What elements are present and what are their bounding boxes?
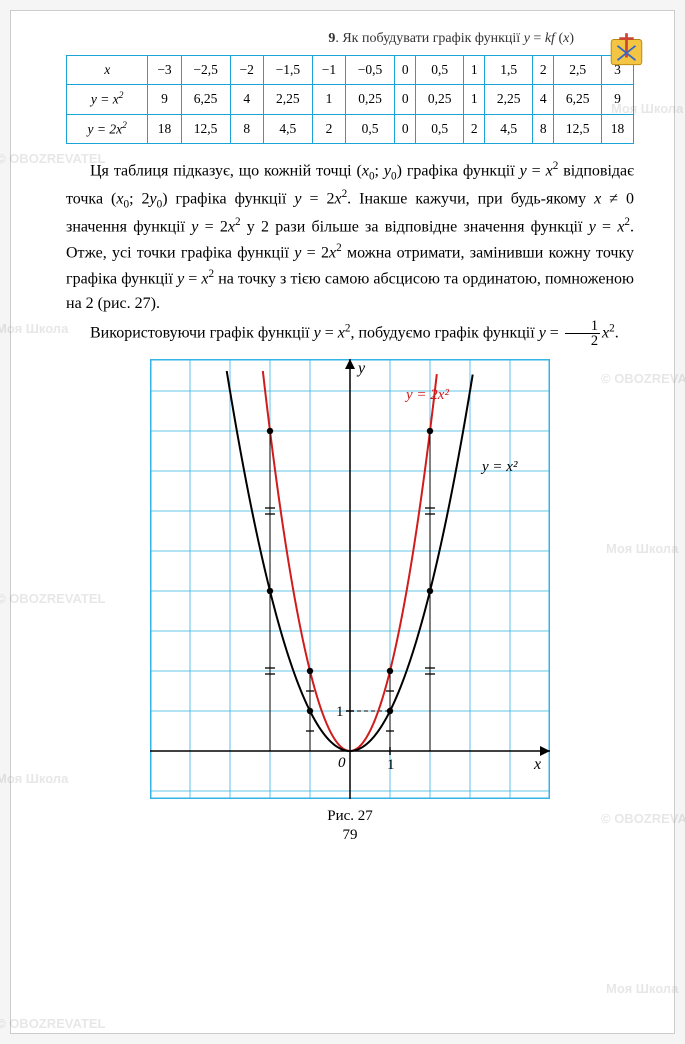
table-cell: 4,5 xyxy=(263,114,312,144)
table-cell: 1,5 xyxy=(485,56,533,85)
table-cell: 12,5 xyxy=(554,114,602,144)
textbook-page: 9. Як побудувати графік функції y = kf (… xyxy=(10,10,675,1034)
svg-text:0: 0 xyxy=(338,755,346,771)
table-cell: −0,5 xyxy=(346,56,395,85)
paragraph-1: Ця таблиця підказує, що кожній точці (x0… xyxy=(66,158,634,317)
page-number: 79 xyxy=(66,827,634,844)
watermark: Моя Школа xyxy=(606,981,678,996)
table-cell: 2 xyxy=(312,114,345,144)
table-cell: 18 xyxy=(148,114,181,144)
table-cell: 1 xyxy=(464,56,485,85)
table-cell: 0,5 xyxy=(416,56,464,85)
table-cell: 2,25 xyxy=(485,85,533,115)
watermark: Моя Школа xyxy=(0,771,68,786)
parabola-chart: 0 1 1 x y y = 2x² y = x² xyxy=(150,359,550,799)
table-cell: 2,5 xyxy=(554,56,602,85)
svg-text:y = x²: y = x² xyxy=(480,459,518,475)
table-cell: 0 xyxy=(395,114,416,144)
table-cell: 8 xyxy=(533,114,554,144)
values-table: x−3−2,5−2−1,5−1−0,500,511,522,53y = x296… xyxy=(66,55,634,144)
book-corner-icon xyxy=(604,26,649,71)
table-cell: 9 xyxy=(602,85,634,115)
section-number: 9 xyxy=(328,31,335,46)
body-text: Ця таблиця підказує, що кожній точці (x0… xyxy=(66,158,634,349)
svg-text:y: y xyxy=(356,360,366,377)
table-cell: 2 xyxy=(464,114,485,144)
table-cell: 0 xyxy=(395,85,416,115)
table-cell: 18 xyxy=(602,114,634,144)
table-cell: −3 xyxy=(148,56,181,85)
figure-caption: Рис. 27 xyxy=(66,808,634,825)
table-row: x−3−2,5−2−1,5−1−0,500,511,522,53 xyxy=(67,56,634,85)
table-cell: 4 xyxy=(533,85,554,115)
row-label: y = 2x2 xyxy=(67,114,148,144)
table-row: y = 2x21812,584,520,500,524,5812,518 xyxy=(67,114,634,144)
section-header: 9. Як побудувати графік функції y = kf (… xyxy=(66,31,634,47)
table-cell: −1 xyxy=(312,56,345,85)
row-label: y = x2 xyxy=(67,85,148,115)
paragraph-2: Використовуючи графік функції y = x2, по… xyxy=(66,319,634,349)
table-cell: −2,5 xyxy=(181,56,230,85)
table-cell: 4,5 xyxy=(485,114,533,144)
table-cell: −1,5 xyxy=(263,56,312,85)
table-cell: 1 xyxy=(464,85,485,115)
section-title: Як побудувати графік функції y = kf (x) xyxy=(342,31,574,46)
table-cell: 8 xyxy=(230,114,263,144)
table-cell: 0,5 xyxy=(346,114,395,144)
svg-text:y = 2x²: y = 2x² xyxy=(404,387,449,403)
table-cell: 4 xyxy=(230,85,263,115)
table-row: y = x296,2542,2510,2500,2512,2546,259 xyxy=(67,85,634,115)
table-cell: 2,25 xyxy=(263,85,312,115)
table-cell: 0 xyxy=(395,56,416,85)
table-cell: 9 xyxy=(148,85,181,115)
table-cell: 6,25 xyxy=(554,85,602,115)
table-cell: 12,5 xyxy=(181,114,230,144)
figure-27: 0 1 1 x y y = 2x² y = x² Рис. 27 79 xyxy=(66,359,634,844)
table-cell: 6,25 xyxy=(181,85,230,115)
svg-text:x: x xyxy=(533,756,541,773)
table-cell: −2 xyxy=(230,56,263,85)
table-cell: 0,25 xyxy=(346,85,395,115)
row-label: x xyxy=(67,56,148,85)
table-cell: 2 xyxy=(533,56,554,85)
table-cell: 0,25 xyxy=(416,85,464,115)
table-cell: 0,5 xyxy=(416,114,464,144)
svg-text:1: 1 xyxy=(336,704,344,720)
table-cell: 1 xyxy=(312,85,345,115)
watermark: Моя Школа xyxy=(0,321,68,336)
svg-text:1: 1 xyxy=(387,757,395,773)
